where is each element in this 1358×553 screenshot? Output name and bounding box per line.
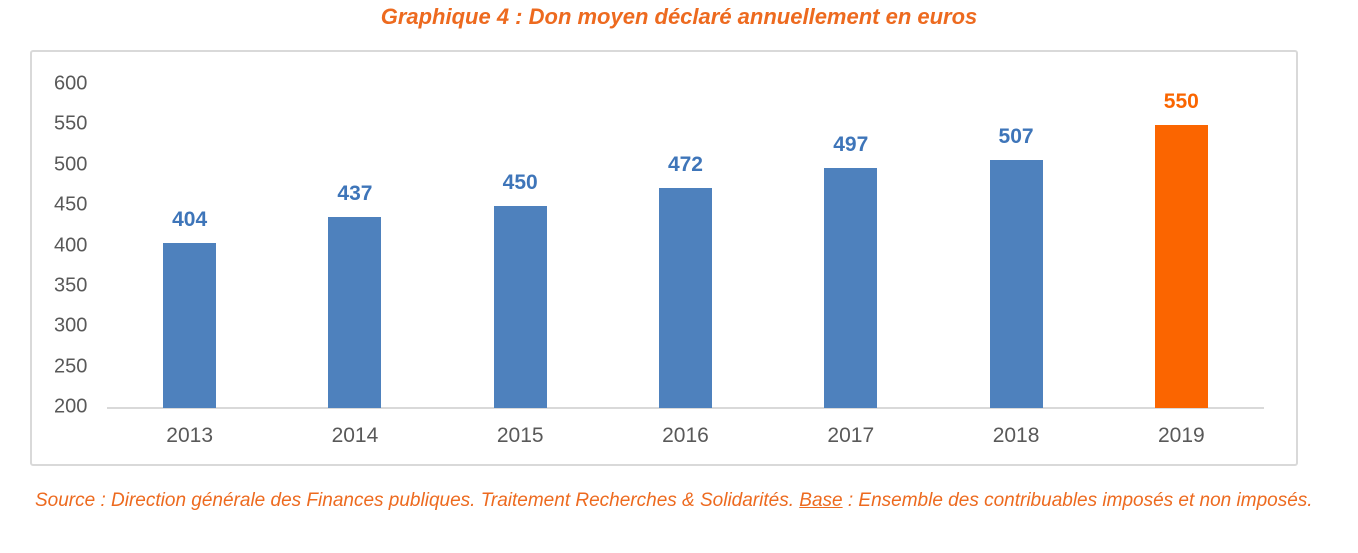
source-note-base-label: Base: [799, 490, 843, 511]
bar-value-label: 507: [998, 125, 1034, 149]
x-tick-label: 2017: [827, 424, 875, 447]
bar: [989, 160, 1043, 408]
x-tick-label: 2013: [166, 424, 213, 447]
bar-value-label: 497: [833, 133, 869, 157]
y-axis: 600 550 500 450 400 350 300 250 200: [32, 52, 1296, 464]
chart-title: Graphique 4 : Don moyen déclaré annuelle…: [380, 4, 978, 29]
x-tick-label: 2015: [496, 424, 544, 447]
x-tick-label: 2014: [331, 424, 379, 447]
y-tick-label: 500: [54, 153, 88, 176]
bar-value-label: 472: [667, 153, 703, 177]
source-note: Source : Direction générale des Finances…: [35, 487, 1335, 514]
y-tick-label: 400: [54, 234, 88, 256]
chart-area: 600 550 500 450 400 350 300 250 200 404 437 450 472…: [30, 50, 1298, 466]
y-tick-label: 550: [54, 112, 88, 135]
y-tick-label: 600: [54, 72, 88, 95]
y-tick-label: 250: [54, 355, 88, 378]
bar-group: 497: [768, 52, 933, 408]
bar: [163, 243, 217, 408]
bar-group: 507: [933, 52, 1098, 408]
y-tick-label: 200: [54, 395, 88, 418]
bar-value-label: 550: [1163, 90, 1199, 114]
source-note-text: Source : Direction générale des Finances…: [35, 490, 800, 511]
bar: [1154, 125, 1208, 408]
bar: [658, 188, 712, 408]
bar-value-label: 450: [502, 171, 538, 195]
x-tick-label: 2019: [1157, 424, 1205, 447]
bar: [493, 206, 547, 408]
bar-group: 450: [438, 52, 603, 408]
x-tick-label: 2016: [662, 424, 709, 447]
y-tick-label: 350: [54, 274, 88, 297]
bar: [824, 168, 878, 408]
source-note-suffix: : Ensemble des contribuables imposés et …: [842, 490, 1313, 511]
bar-value-label: 404: [172, 208, 208, 232]
bar-value-label: 437: [337, 181, 373, 205]
bar-group: 472: [603, 52, 768, 408]
x-axis-line: [107, 407, 1264, 409]
bar-group: 404: [107, 52, 272, 408]
y-tick-label: 450: [54, 193, 88, 216]
bar-group: 550: [1099, 52, 1264, 408]
bar-group: 437: [272, 52, 437, 408]
y-tick-label: 300: [54, 314, 88, 337]
x-axis: 2013 2014 2015 2016 2017 2018 2019: [107, 424, 1264, 448]
bar: [328, 216, 382, 408]
x-tick-label: 2018: [992, 424, 1040, 447]
plot-area: 404 437 450 472 497 507 550: [107, 52, 1264, 408]
